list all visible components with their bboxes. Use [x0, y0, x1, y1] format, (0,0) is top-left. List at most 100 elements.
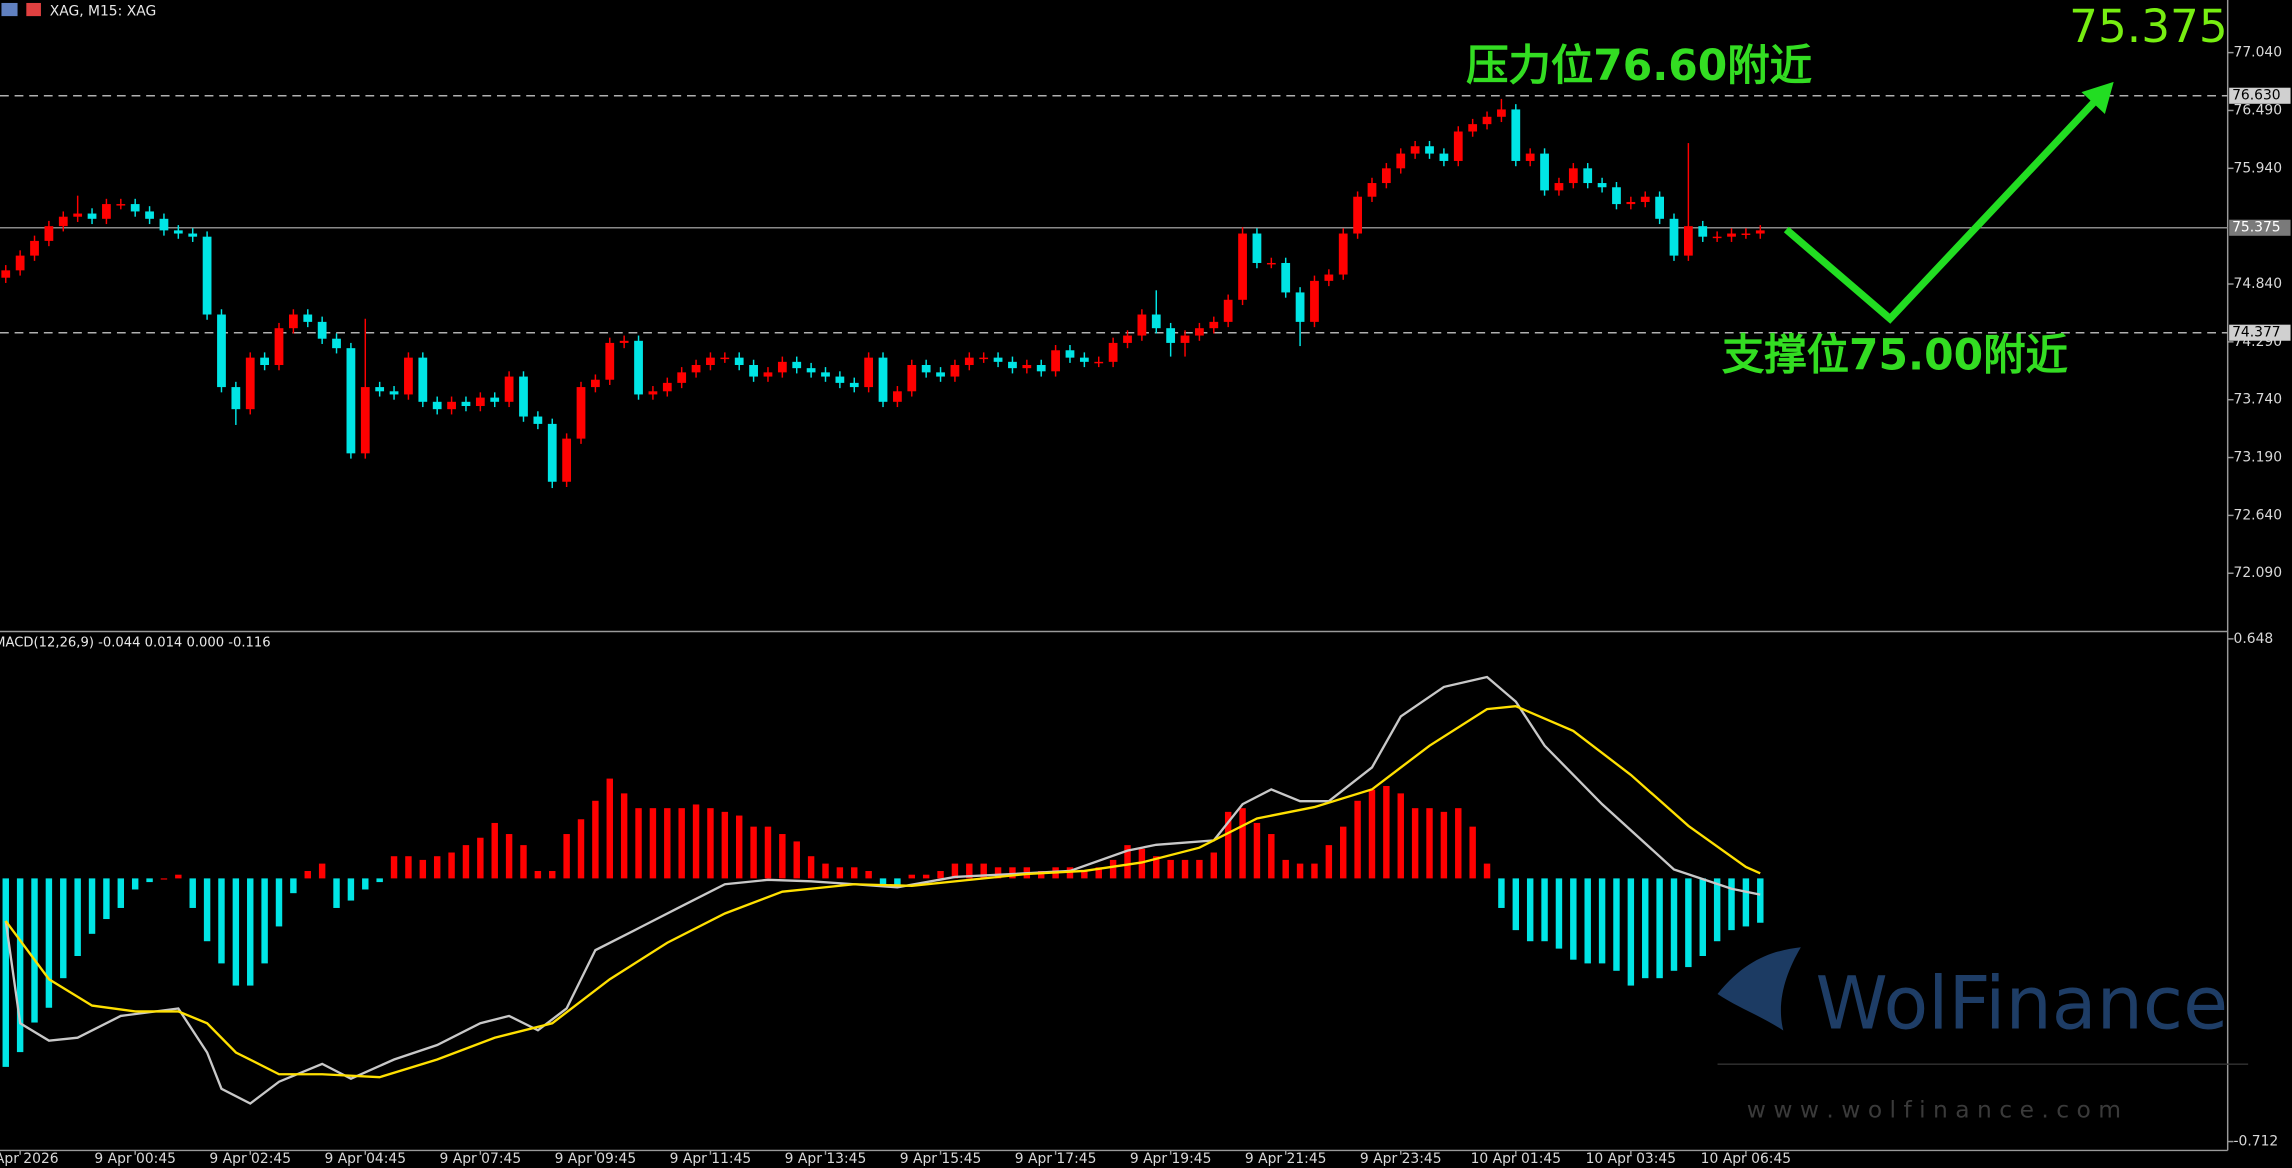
histogram-bar — [175, 874, 182, 879]
target-note: 75.375 — [2069, 0, 2228, 53]
x-tick-label: 9 Apr 04:45 — [324, 1151, 406, 1167]
histogram-bar — [951, 863, 959, 879]
histogram-bar — [750, 826, 757, 879]
histogram-bar — [520, 845, 527, 879]
histogram-bar — [563, 834, 570, 879]
histogram-bar — [1613, 878, 1620, 971]
histogram-bar — [908, 874, 915, 879]
y-tick-label: 0.648 — [2234, 631, 2274, 647]
candle-body — [130, 204, 140, 212]
candle-body — [1540, 153, 1549, 191]
candle-body — [619, 340, 629, 343]
histogram-bar — [74, 878, 81, 957]
candle-body — [1266, 262, 1276, 265]
y-tick-label: 74.840 — [2234, 276, 2283, 292]
candle-body — [461, 401, 471, 407]
candle-body — [749, 364, 758, 377]
histogram-bar — [16, 878, 24, 1053]
candle-body — [1, 270, 11, 278]
x-tick-label: 9 Apr 02:45 — [209, 1151, 291, 1167]
candle-body — [763, 372, 773, 377]
histogram-bar — [707, 808, 714, 879]
histogram-bar — [865, 870, 872, 879]
x-tick-label: 9 Apr 21:45 — [1245, 1151, 1327, 1167]
histogram-bar — [1037, 870, 1045, 879]
candle-body — [1482, 116, 1492, 125]
histogram-bar — [1570, 878, 1577, 960]
candle-body — [15, 255, 25, 271]
histogram-bar — [549, 870, 556, 879]
histogram-bar — [376, 878, 383, 883]
candle-body — [260, 357, 270, 365]
candle-body — [921, 364, 931, 373]
candle-body — [1568, 168, 1578, 184]
candle-body — [360, 387, 370, 454]
histogram-bar — [937, 870, 944, 879]
histogram-bar — [491, 822, 498, 879]
candle-body — [849, 382, 859, 388]
histogram-bar — [1526, 878, 1534, 942]
candle-body — [447, 401, 456, 410]
x-tick-label: 9 Apr 2026 — [0, 1151, 59, 1167]
histogram-bar — [448, 852, 455, 879]
price-level-label: 76.630 — [2232, 88, 2281, 104]
histogram-bar — [807, 856, 815, 879]
histogram-bar — [304, 870, 311, 879]
histogram-bar — [735, 815, 743, 879]
candle-body — [777, 361, 787, 373]
candle-body — [145, 211, 154, 219]
candle-body — [389, 391, 399, 395]
histogram-bar — [1340, 826, 1347, 879]
histogram-bar — [1383, 785, 1390, 879]
histogram-bar — [477, 837, 484, 879]
histogram-bar — [649, 808, 657, 879]
histogram-bar — [1512, 878, 1520, 931]
histogram-bar — [505, 834, 513, 879]
candle-body — [432, 401, 442, 410]
x-tick-label: 9 Apr 15:45 — [900, 1151, 982, 1167]
histogram-bar — [980, 863, 987, 879]
histogram-bar — [1124, 845, 1131, 879]
candle-body — [1410, 146, 1420, 154]
candle-body — [375, 387, 385, 392]
macd-line — [4, 705, 1761, 1079]
candle-body — [1669, 218, 1679, 256]
candle-body — [950, 364, 960, 377]
x-tick-label: 10 Apr 03:45 — [1586, 1151, 1676, 1167]
candle-body — [490, 397, 500, 402]
candle-body — [1324, 274, 1334, 281]
histogram-bar — [131, 878, 139, 890]
histogram-bar — [1541, 878, 1548, 942]
histogram-bar — [1153, 856, 1160, 879]
histogram-bar — [879, 878, 887, 886]
candle-body — [648, 391, 658, 395]
histogram-bar — [1210, 852, 1218, 879]
histogram-bar — [390, 856, 398, 879]
candle-body — [1367, 183, 1377, 197]
candle-body — [1353, 196, 1362, 234]
candle-body — [706, 357, 715, 365]
macd-label: MACD(12,26,9) -0.044 0.014 0.000 -0.116 — [0, 636, 271, 651]
histogram-bar — [534, 870, 542, 879]
resistance-note: 压力位76.60附近 — [1466, 41, 1812, 90]
histogram-bar — [419, 859, 427, 879]
candle-body — [1123, 335, 1132, 343]
candle-body — [1640, 196, 1650, 202]
histogram-bar — [1081, 870, 1088, 879]
histogram-bar — [1742, 878, 1750, 927]
histogram-bar — [347, 878, 355, 901]
histogram-bar — [851, 867, 858, 879]
histogram-bar — [60, 878, 67, 979]
histogram-bar — [333, 878, 340, 908]
candle-body — [1195, 328, 1204, 336]
candle-body — [677, 372, 687, 383]
candle-body — [533, 416, 543, 424]
histogram-bar — [1757, 878, 1764, 923]
histogram-bar — [1167, 859, 1174, 879]
candle-body — [1712, 236, 1722, 239]
histogram-bar — [1483, 863, 1491, 879]
support-note: 支撑位75.00附近 — [1722, 331, 2068, 380]
candle-body — [547, 423, 557, 482]
